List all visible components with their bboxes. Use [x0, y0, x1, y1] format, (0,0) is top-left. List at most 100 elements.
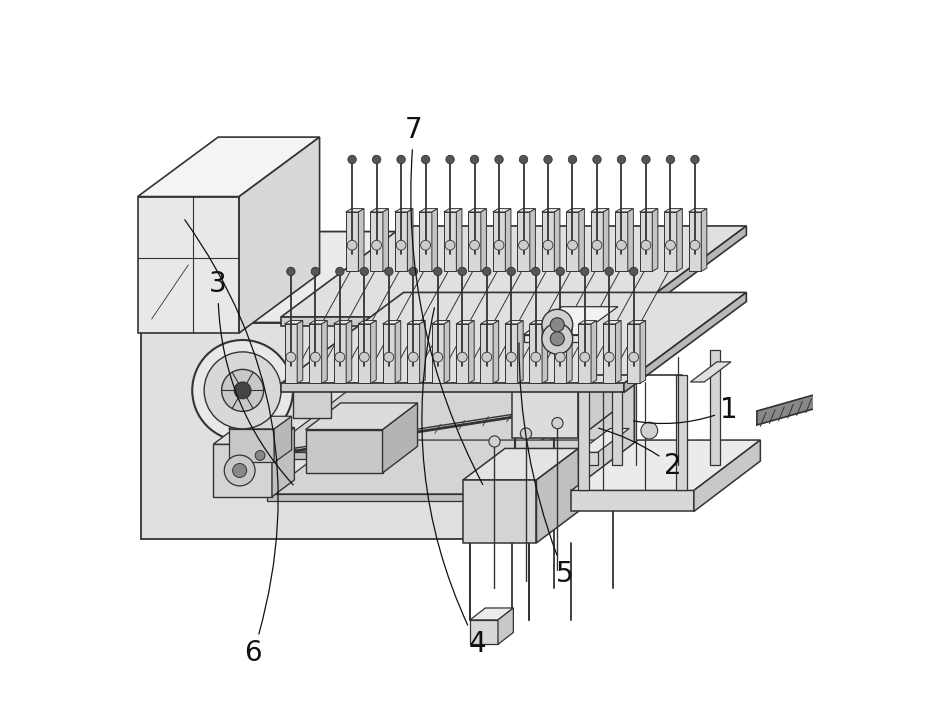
Circle shape: [348, 155, 357, 164]
Circle shape: [605, 267, 613, 275]
Polygon shape: [664, 209, 682, 212]
Polygon shape: [701, 209, 707, 271]
Circle shape: [232, 464, 246, 477]
Polygon shape: [274, 416, 292, 462]
Polygon shape: [297, 321, 303, 384]
Polygon shape: [481, 324, 493, 384]
Polygon shape: [382, 321, 401, 324]
Polygon shape: [419, 212, 432, 271]
Circle shape: [482, 353, 492, 362]
Polygon shape: [282, 292, 746, 384]
Text: 6: 6: [185, 219, 278, 668]
Circle shape: [507, 267, 516, 275]
Polygon shape: [512, 321, 617, 350]
Circle shape: [458, 267, 467, 275]
Circle shape: [580, 353, 590, 362]
Circle shape: [445, 240, 455, 250]
Polygon shape: [309, 321, 327, 324]
Circle shape: [641, 240, 651, 250]
Polygon shape: [229, 429, 274, 462]
Polygon shape: [542, 212, 555, 271]
Polygon shape: [542, 321, 547, 384]
Polygon shape: [493, 209, 511, 212]
Circle shape: [605, 353, 614, 362]
Polygon shape: [141, 232, 634, 323]
Polygon shape: [138, 197, 239, 333]
Polygon shape: [370, 321, 376, 384]
Circle shape: [666, 155, 675, 164]
Circle shape: [335, 353, 344, 362]
Text: 3: 3: [209, 270, 294, 485]
Polygon shape: [457, 209, 462, 271]
Circle shape: [359, 353, 369, 362]
Polygon shape: [469, 209, 486, 212]
Polygon shape: [652, 209, 657, 271]
Polygon shape: [603, 324, 616, 384]
Polygon shape: [664, 212, 677, 271]
Polygon shape: [444, 212, 457, 271]
Polygon shape: [333, 321, 352, 324]
Polygon shape: [306, 403, 418, 430]
Circle shape: [550, 318, 564, 332]
Polygon shape: [518, 321, 523, 384]
Polygon shape: [579, 321, 617, 438]
Polygon shape: [469, 321, 474, 384]
Polygon shape: [579, 321, 596, 324]
Polygon shape: [542, 209, 560, 212]
Polygon shape: [628, 209, 633, 271]
Polygon shape: [518, 212, 530, 271]
Circle shape: [642, 155, 650, 164]
Circle shape: [544, 240, 553, 250]
Circle shape: [569, 155, 577, 164]
Polygon shape: [382, 324, 395, 384]
Polygon shape: [530, 209, 535, 271]
Polygon shape: [463, 480, 536, 543]
Circle shape: [568, 240, 578, 250]
Polygon shape: [239, 137, 319, 333]
Polygon shape: [530, 321, 547, 324]
Circle shape: [641, 422, 657, 439]
Polygon shape: [603, 321, 621, 324]
Circle shape: [519, 240, 529, 250]
Polygon shape: [358, 209, 364, 271]
Polygon shape: [615, 212, 628, 271]
Polygon shape: [267, 494, 526, 501]
Polygon shape: [229, 416, 292, 429]
Polygon shape: [282, 384, 624, 392]
Polygon shape: [382, 403, 418, 473]
Polygon shape: [506, 209, 511, 271]
Circle shape: [384, 353, 394, 362]
Circle shape: [494, 155, 503, 164]
Circle shape: [630, 267, 638, 275]
Polygon shape: [370, 209, 389, 212]
Polygon shape: [213, 428, 294, 444]
Polygon shape: [694, 440, 760, 511]
Circle shape: [360, 267, 369, 275]
Text: 4: 4: [422, 308, 486, 658]
Polygon shape: [591, 321, 596, 384]
Polygon shape: [481, 321, 499, 324]
Polygon shape: [579, 428, 629, 452]
Polygon shape: [579, 375, 589, 384]
Polygon shape: [267, 452, 526, 459]
Circle shape: [311, 267, 319, 275]
Polygon shape: [498, 608, 513, 644]
Polygon shape: [432, 209, 437, 271]
Polygon shape: [493, 321, 499, 384]
Circle shape: [593, 155, 601, 164]
Polygon shape: [579, 375, 589, 491]
Circle shape: [221, 370, 264, 411]
Circle shape: [193, 340, 293, 441]
Polygon shape: [306, 430, 382, 473]
Polygon shape: [394, 212, 407, 271]
Polygon shape: [321, 321, 327, 384]
Circle shape: [433, 353, 443, 362]
Circle shape: [507, 353, 516, 362]
Circle shape: [397, 155, 406, 164]
Polygon shape: [407, 321, 425, 324]
Polygon shape: [554, 324, 567, 384]
Polygon shape: [505, 321, 523, 324]
Polygon shape: [709, 350, 720, 465]
Polygon shape: [526, 440, 597, 501]
Polygon shape: [282, 317, 624, 326]
